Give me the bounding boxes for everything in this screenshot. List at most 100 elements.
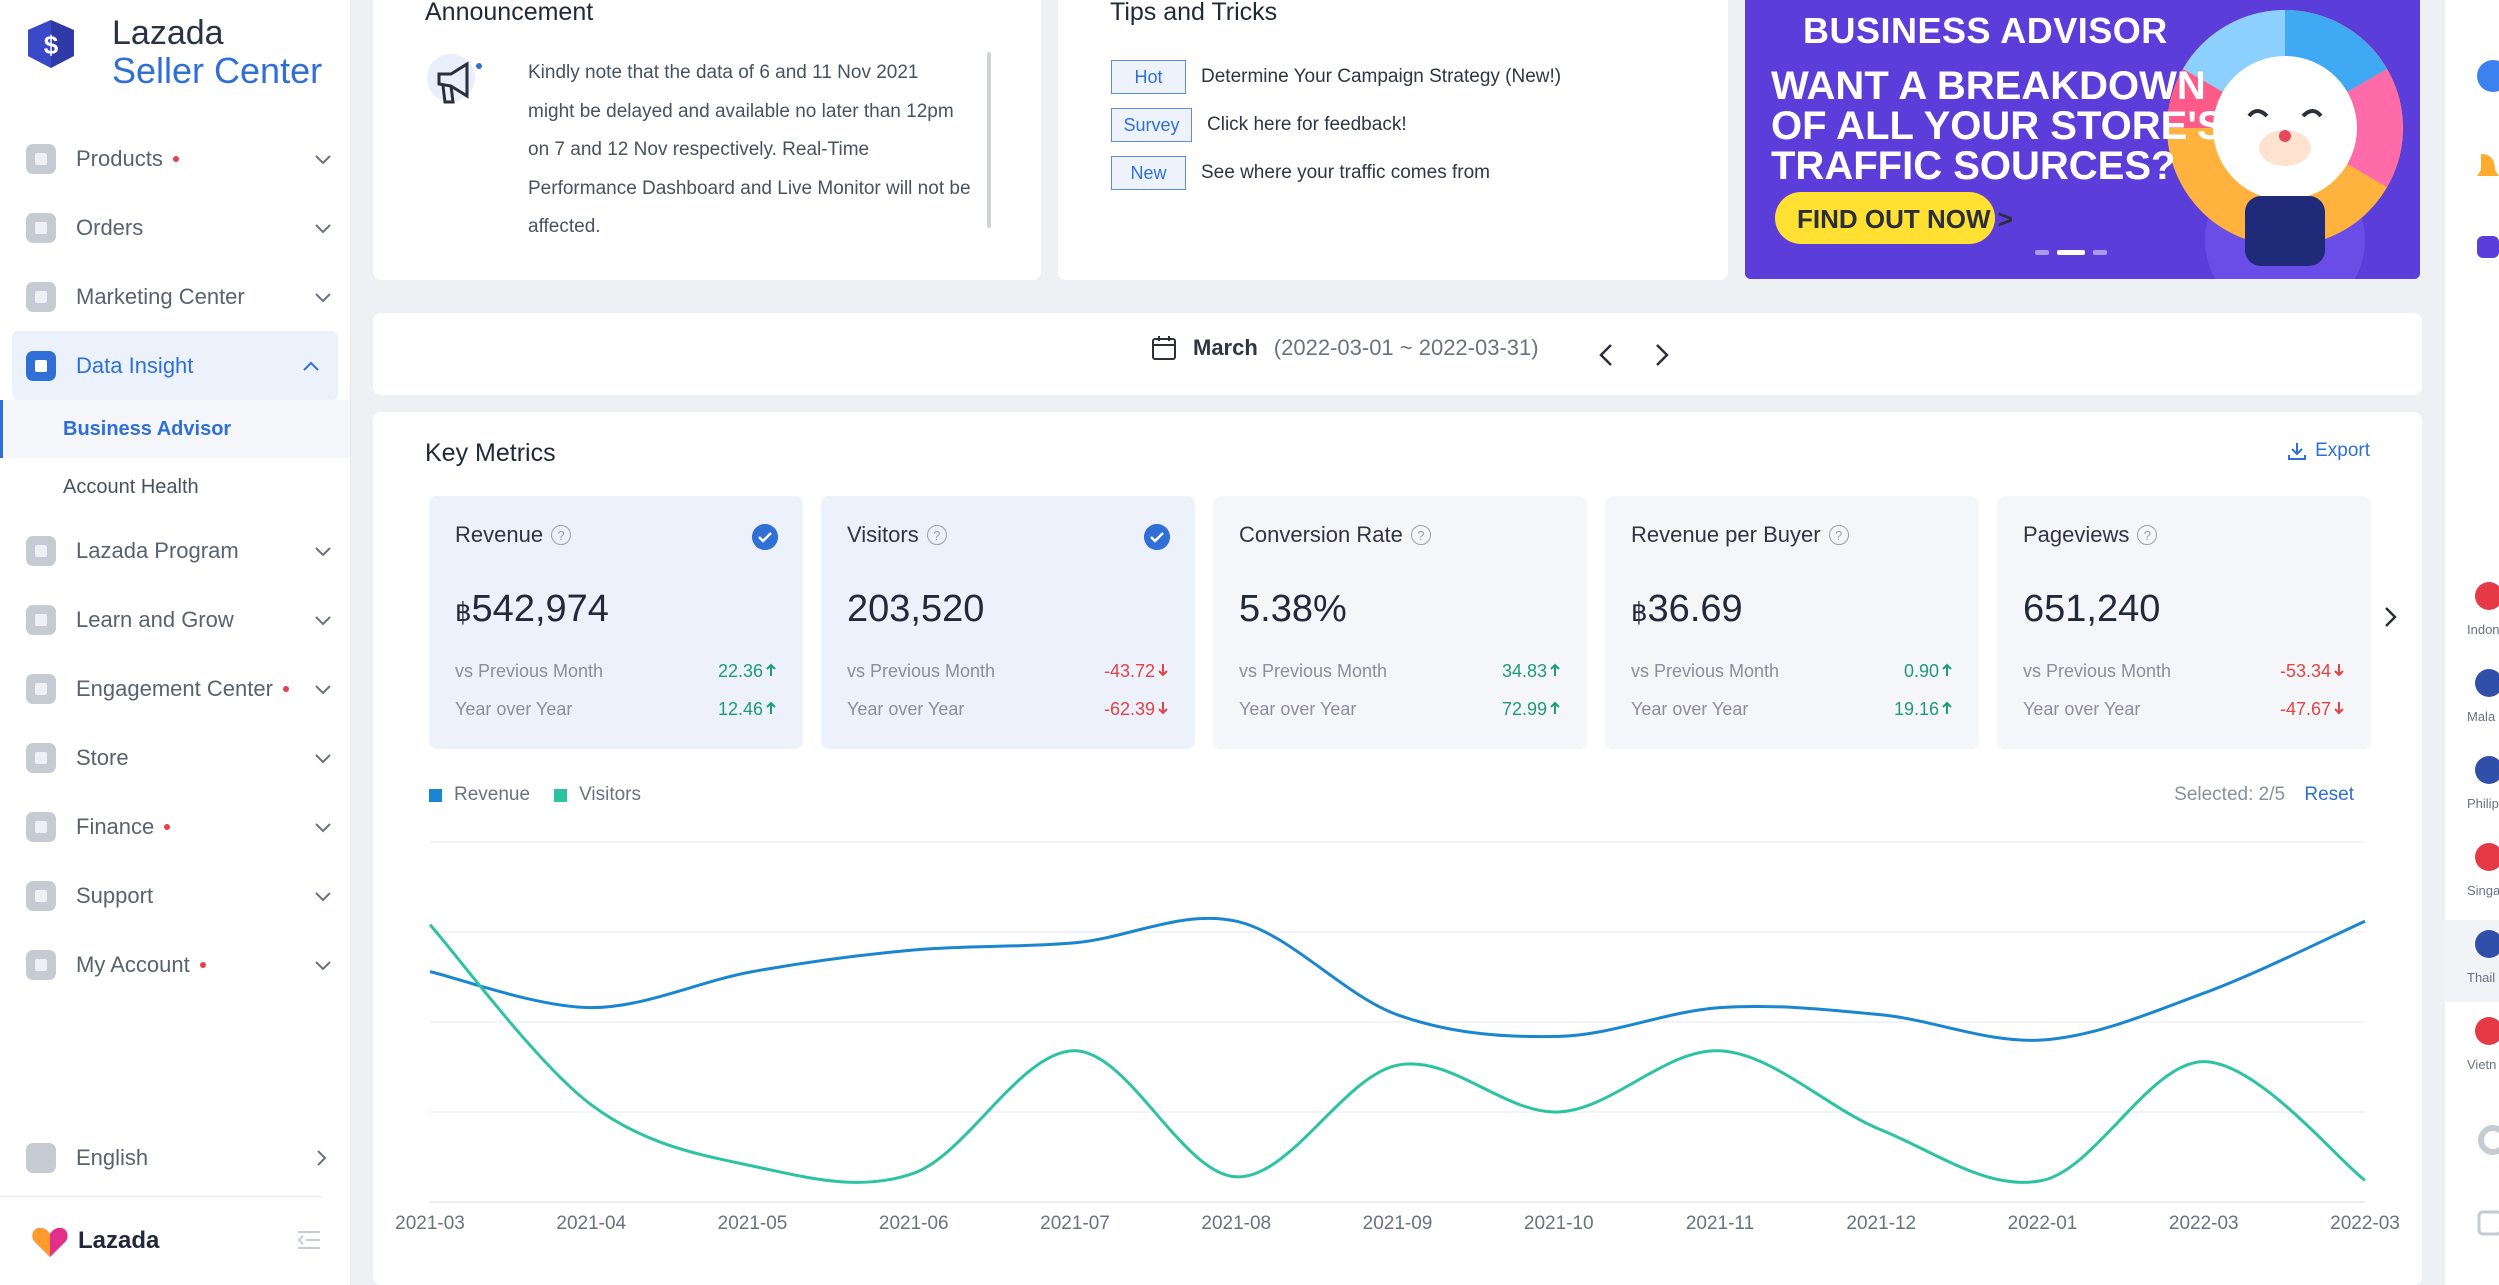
help-icon[interactable]: ? <box>551 525 572 545</box>
sidebar-item-marketing-center[interactable]: Marketing Center <box>0 262 350 331</box>
previous-period-icon[interactable] <box>1593 341 1621 369</box>
country-name: Singa <box>2467 883 2499 898</box>
collapse-sidebar-icon[interactable] <box>296 1227 322 1253</box>
metric-card-visitors[interactable]: Visitors? 203,520 vs Previous Month -43.72 Y… <box>821 496 1195 749</box>
notification-dot <box>199 961 206 968</box>
assistant-robot-icon[interactable] <box>2471 230 2499 266</box>
tip-tag: Hot <box>1111 60 1186 94</box>
key-metrics-card: Key Metrics Export Revenue? ฿542,974 vs Pr… <box>373 412 2422 1285</box>
sidebar-item-products[interactable]: Products <box>0 124 350 193</box>
carousel-dot-active[interactable] <box>2057 250 2085 255</box>
chevron-down-icon <box>315 616 331 626</box>
metric-card-conversion-rate[interactable]: Conversion Rate? 5.38% vs Previous Month 34… <box>1213 496 1587 749</box>
check-icon[interactable] <box>752 524 778 550</box>
tip-row[interactable]: Survey Click here for feedback! <box>1111 108 1407 142</box>
country-item[interactable]: Vietn <box>2445 1007 2499 1089</box>
metric-card-revenue[interactable]: Revenue? ฿542,974 vs Previous Month 22.36 Ye… <box>429 496 803 749</box>
tip-link[interactable]: Determine Your Campaign Strategy (New!) <box>1201 66 1562 87</box>
edit-icon[interactable] <box>2471 1206 2499 1242</box>
announcement-line: affected. <box>528 216 601 237</box>
chart-legend: Revenue Visitors <box>429 784 641 806</box>
x-tick-label: 2021-04 <box>556 1213 626 1234</box>
carousel-dot[interactable] <box>2093 250 2107 255</box>
engagement-icon <box>26 673 56 704</box>
notification-dot <box>172 155 179 162</box>
legend-label-visitors: Visitors <box>579 784 642 805</box>
help-icon[interactable]: ? <box>1828 525 1849 545</box>
currency-symbol: ฿ <box>1631 597 1648 627</box>
date-picker[interactable]: March (2022-03-01 ~ 2022-03-31) <box>1151 335 1539 361</box>
country-item[interactable]: Philip <box>2445 746 2499 828</box>
country-item[interactable]: Thail <box>2445 920 2499 1002</box>
country-item[interactable]: Singa <box>2445 833 2499 915</box>
reset-button[interactable]: Reset <box>2304 784 2354 805</box>
trend-chart: 2021-03 2021-04 2021-05 2021-06 2021-07 2021-… <box>395 841 2400 1234</box>
sidebar-item-label: Engagement Center <box>76 675 273 701</box>
megaphone-icon <box>427 54 482 104</box>
chat-icon[interactable] <box>2471 58 2499 94</box>
check-icon[interactable] <box>1144 524 1170 550</box>
logo[interactable]: $ Lazada Seller Center <box>18 14 322 89</box>
announcement-line: on 7 and 12 Nov respectively. Real-Time <box>528 139 870 160</box>
footer-brand: Lazada <box>78 1227 160 1254</box>
sidebar-item-learn-and-grow[interactable]: Learn and Grow <box>0 585 350 654</box>
tip-link[interactable]: See where your traffic comes from <box>1201 162 1490 183</box>
banner-cta-button[interactable]: FIND OUT NOW > <box>1797 204 2013 234</box>
yoy-value-text: -47.67 <box>2279 699 2331 719</box>
country-item[interactable]: Indon <box>2445 572 2499 654</box>
metric-vs-row: vs Previous Month -53.34 <box>2023 661 2345 682</box>
series-line-visitors[interactable] <box>428 923 2366 1184</box>
sidebar-item-support[interactable]: Support <box>0 861 350 930</box>
sidebar-footer: Lazada <box>0 1196 322 1285</box>
sidebar-item-finance[interactable]: Finance <box>0 792 350 861</box>
series-line-revenue[interactable] <box>429 916 2366 1042</box>
metric-name-text: Revenue per Buyer <box>1631 522 1821 547</box>
sidebar-item-store[interactable]: Store <box>0 723 350 792</box>
promo-banner[interactable]: BUSINESS ADVISOR WANT A BREAKDOWN OF ALL… <box>1745 0 2420 279</box>
metric-card-revenue-per-buyer[interactable]: Revenue per Buyer? ฿36.69 vs Previous Mont… <box>1605 496 1979 749</box>
announcement-scrollbar[interactable] <box>987 52 991 228</box>
metric-value-number: 542,974 <box>471 588 609 630</box>
help-icon[interactable]: ? <box>1410 525 1431 545</box>
sidebar-item-data-insight[interactable]: Data Insight <box>12 331 338 400</box>
notification-bell-icon[interactable] <box>2471 148 2499 184</box>
support-icon <box>26 880 56 911</box>
sidebar-subitem-business-advisor[interactable]: Business Advisor <box>0 400 350 458</box>
country-flag-icon <box>2475 669 2499 697</box>
tip-row[interactable]: Hot Determine Your Campaign Strategy (Ne… <box>1111 60 1561 94</box>
country-flag-icon <box>2475 756 2499 784</box>
yoy-value-text: 72.99 <box>1501 699 1547 719</box>
banner-pagination[interactable] <box>2035 250 2107 255</box>
sidebar-item-my-account[interactable]: My Account <box>0 930 350 999</box>
next-metrics-icon[interactable] <box>2371 598 2409 636</box>
logo-line1: Lazada <box>112 14 224 52</box>
dollar-icon <box>26 535 56 566</box>
sidebar-item-label: Lazada Program <box>76 537 239 563</box>
sidebar-item-engagement-center[interactable]: Engagement Center <box>0 654 350 723</box>
yoy-label: Year over Year <box>2023 699 2141 719</box>
tip-row[interactable]: New See where your traffic comes from <box>1111 156 1490 190</box>
chevron-down-icon <box>315 754 331 764</box>
announcement-line: might be delayed and available no later … <box>528 100 954 122</box>
export-button[interactable]: Export <box>2287 440 2370 462</box>
country-item[interactable]: Mala <box>2445 659 2499 741</box>
chevron-down-icon <box>315 892 331 902</box>
sidebar-item-lazada-program[interactable]: Lazada Program <box>0 516 350 585</box>
finance-icon <box>26 811 56 842</box>
metric-value-number: 651,240 <box>2023 588 2161 630</box>
help-icon[interactable]: ? <box>926 525 947 545</box>
yoy-label: Year over Year <box>1239 699 1357 719</box>
metric-yoy-row: Year over Year -47.67 <box>2023 699 2345 720</box>
vs-label: vs Previous Month <box>1239 661 1388 681</box>
settings-gear-icon[interactable] <box>2471 1122 2499 1158</box>
sidebar-subitem-account-health[interactable]: Account Health <box>63 475 199 498</box>
tip-link[interactable]: Click here for feedback! <box>1207 114 1407 135</box>
help-icon[interactable]: ? <box>2137 525 2158 545</box>
metric-card-pageviews[interactable]: Pageviews? 651,240 vs Previous Month -53.34… <box>1997 496 2371 749</box>
sidebar-item-orders[interactable]: Orders <box>0 193 350 262</box>
sidebar-item-label: My Account <box>76 951 190 977</box>
carousel-dot[interactable] <box>2035 250 2049 255</box>
next-period-icon[interactable] <box>1647 341 1675 369</box>
svg-text:$: $ <box>44 30 59 60</box>
language-selector[interactable]: English <box>0 1124 350 1192</box>
